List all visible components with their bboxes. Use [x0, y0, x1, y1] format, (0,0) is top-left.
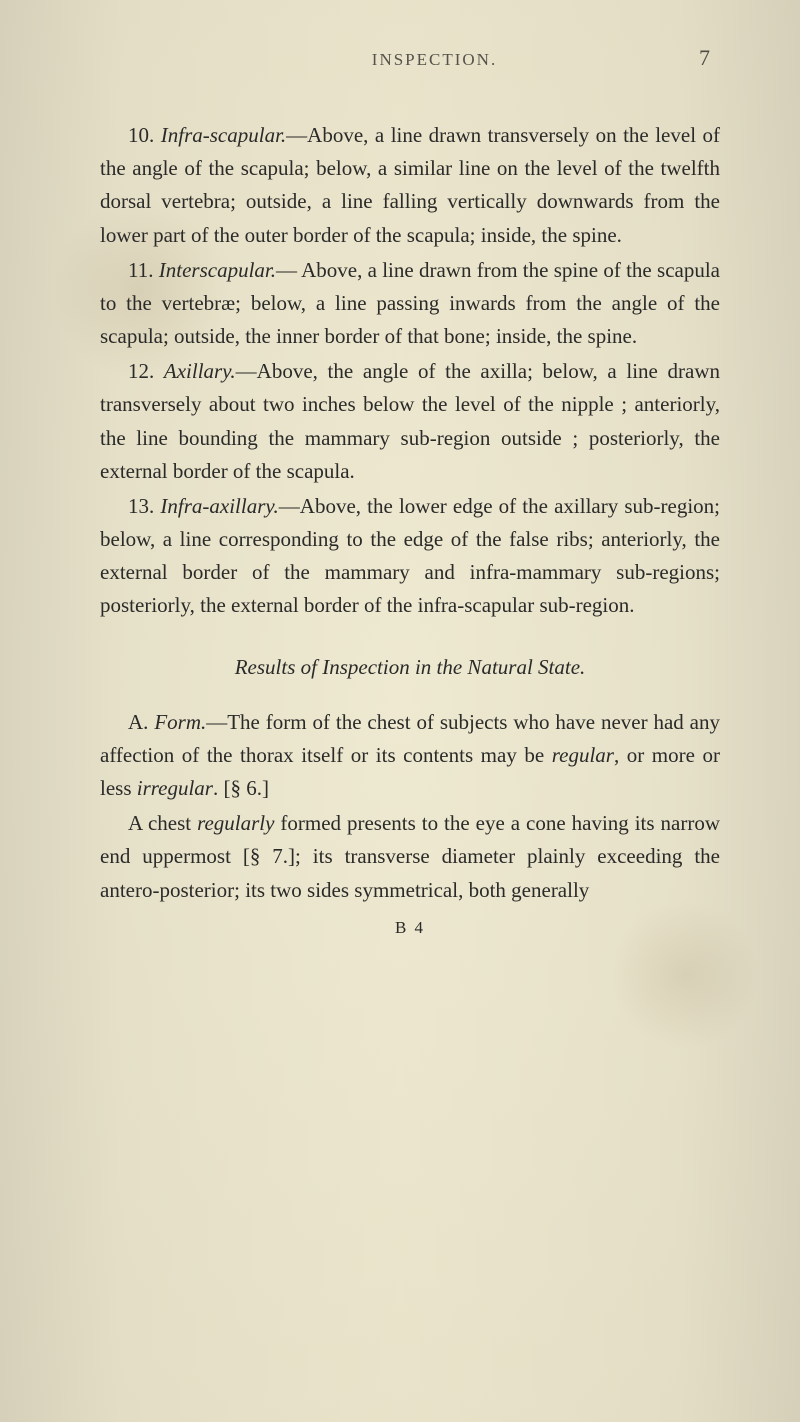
para-title: Infra-scapular.: [161, 123, 286, 147]
para-title: Infra-axillary.: [160, 494, 278, 518]
page-number: 7: [699, 45, 710, 71]
para-number: 13.: [128, 494, 160, 518]
paragraph-12: 12. Axillary.—Above, the angle of the ax…: [100, 355, 720, 488]
section-heading: Results of Inspection in the Natural Sta…: [100, 651, 720, 684]
paragraph-regularly: A chest regularly formed presents to the…: [100, 807, 720, 907]
para-title: Form.: [154, 710, 206, 734]
running-head: INSPECTION.: [170, 50, 699, 70]
page-content: 10. Infra-scapular.—Above, a line drawn …: [100, 119, 720, 942]
para-number: 10.: [128, 123, 161, 147]
para-number: 12.: [128, 359, 164, 383]
signature-mark: B 4: [100, 915, 720, 942]
term-regular: regular: [552, 743, 614, 767]
paragraph-10: 10. Infra-scapular.—Above, a line drawn …: [100, 119, 720, 252]
para-prefix: A.: [128, 710, 154, 734]
paragraph-form: A. Form.—The form of the chest of subjec…: [100, 706, 720, 806]
para-title: Axillary.: [164, 359, 236, 383]
paragraph-13: 13. Infra-axillary.—Above, the lower edg…: [100, 490, 720, 623]
paragraph-11: 11. Interscapular.— Above, a line drawn …: [100, 254, 720, 354]
term-regularly: regularly: [197, 811, 274, 835]
para-body: . [§ 6.]: [213, 776, 269, 800]
para-title: Interscapular.: [159, 258, 276, 282]
page-header: INSPECTION. 7: [100, 45, 720, 71]
para-number: 11.: [128, 258, 159, 282]
para-body: A chest: [128, 811, 197, 835]
term-irregular: irregular: [137, 776, 213, 800]
